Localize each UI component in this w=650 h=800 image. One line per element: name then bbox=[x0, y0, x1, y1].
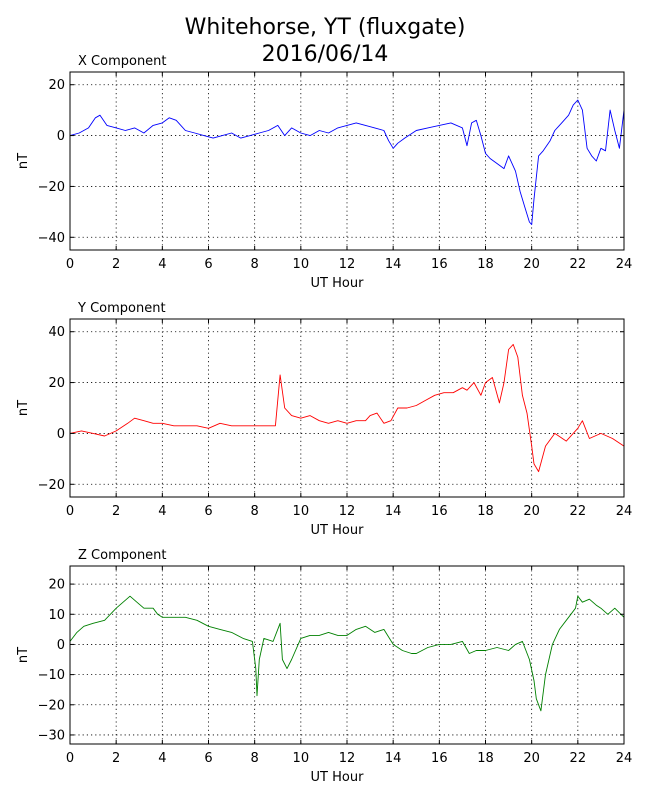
x-tick-label: 18 bbox=[477, 257, 494, 272]
x-tick-label: 10 bbox=[293, 504, 310, 519]
x-tick-label: 18 bbox=[477, 504, 494, 519]
y-tick-label: 20 bbox=[48, 578, 65, 593]
y-tick-label: −40 bbox=[38, 231, 65, 246]
x-tick-label: 22 bbox=[570, 504, 587, 519]
x-tick-label: 10 bbox=[293, 751, 310, 766]
y-tick-label: −10 bbox=[38, 668, 65, 683]
x-tick-label: 16 bbox=[431, 504, 448, 519]
x-tick-label: 12 bbox=[339, 257, 356, 272]
x-tick-label: 6 bbox=[204, 751, 212, 766]
series-line bbox=[69, 343, 625, 473]
x-tick-label: 18 bbox=[477, 751, 494, 766]
x-tick-label: 0 bbox=[66, 504, 74, 519]
x-tick-label: 14 bbox=[385, 257, 402, 272]
x-tick-label: 16 bbox=[431, 257, 448, 272]
x-tick-label: 12 bbox=[339, 751, 356, 766]
y-axis-label: nT bbox=[16, 647, 31, 663]
y-tick-label: 0 bbox=[57, 427, 65, 442]
y-tick-label: −20 bbox=[38, 478, 65, 493]
y-tick-label: 40 bbox=[48, 325, 65, 340]
panel-title: Z Component bbox=[78, 548, 167, 563]
x-axis-label: UT Hour bbox=[311, 523, 365, 538]
x-tick-label: 24 bbox=[616, 257, 633, 272]
x-tick-label: 4 bbox=[158, 504, 166, 519]
x-tick-label: 4 bbox=[158, 257, 166, 272]
y-tick-label: −30 bbox=[38, 728, 65, 743]
y-tick-label: −20 bbox=[38, 698, 65, 713]
y-tick-label: 10 bbox=[48, 608, 65, 623]
y-tick-label: 0 bbox=[57, 129, 65, 144]
y-tick-label: 0 bbox=[57, 638, 65, 653]
figure-title-line1: Whitehorse, YT (fluxgate) bbox=[185, 15, 466, 40]
x-tick-label: 8 bbox=[251, 257, 259, 272]
y-tick-label: 20 bbox=[48, 78, 65, 93]
x-tick-label: 14 bbox=[385, 751, 402, 766]
x-tick-label: 10 bbox=[293, 257, 310, 272]
figure-title-line2: 2016/06/14 bbox=[262, 42, 389, 67]
x-tick-label: 2 bbox=[112, 751, 120, 766]
x-axis-label: UT Hour bbox=[311, 276, 365, 291]
x-axis-label: UT Hour bbox=[311, 770, 365, 785]
x-tick-label: 20 bbox=[523, 504, 540, 519]
x-tick-label: 8 bbox=[251, 751, 259, 766]
x-tick-label: 22 bbox=[570, 257, 587, 272]
x-tick-label: 24 bbox=[616, 504, 633, 519]
panel-title: X Component bbox=[78, 54, 167, 69]
x-tick-label: 6 bbox=[204, 504, 212, 519]
x-tick-label: 6 bbox=[204, 257, 212, 272]
x-tick-label: 0 bbox=[66, 751, 74, 766]
y-tick-label: −20 bbox=[38, 180, 65, 195]
x-tick-label: 2 bbox=[112, 504, 120, 519]
x-tick-label: 22 bbox=[570, 751, 587, 766]
x-tick-label: 20 bbox=[523, 257, 540, 272]
x-tick-label: 2 bbox=[112, 257, 120, 272]
y-axis-label: nT bbox=[16, 153, 31, 169]
x-tick-label: 24 bbox=[616, 751, 633, 766]
x-tick-label: 4 bbox=[158, 751, 166, 766]
x-tick-label: 0 bbox=[66, 257, 74, 272]
panel-title: Y Component bbox=[77, 301, 166, 316]
x-tick-label: 8 bbox=[251, 504, 259, 519]
series-line bbox=[69, 595, 625, 712]
series-line bbox=[69, 99, 625, 226]
y-axis-label: nT bbox=[16, 400, 31, 416]
x-tick-label: 20 bbox=[523, 751, 540, 766]
x-tick-label: 16 bbox=[431, 751, 448, 766]
y-tick-label: 20 bbox=[48, 376, 65, 391]
x-tick-label: 12 bbox=[339, 504, 356, 519]
x-tick-label: 14 bbox=[385, 504, 402, 519]
